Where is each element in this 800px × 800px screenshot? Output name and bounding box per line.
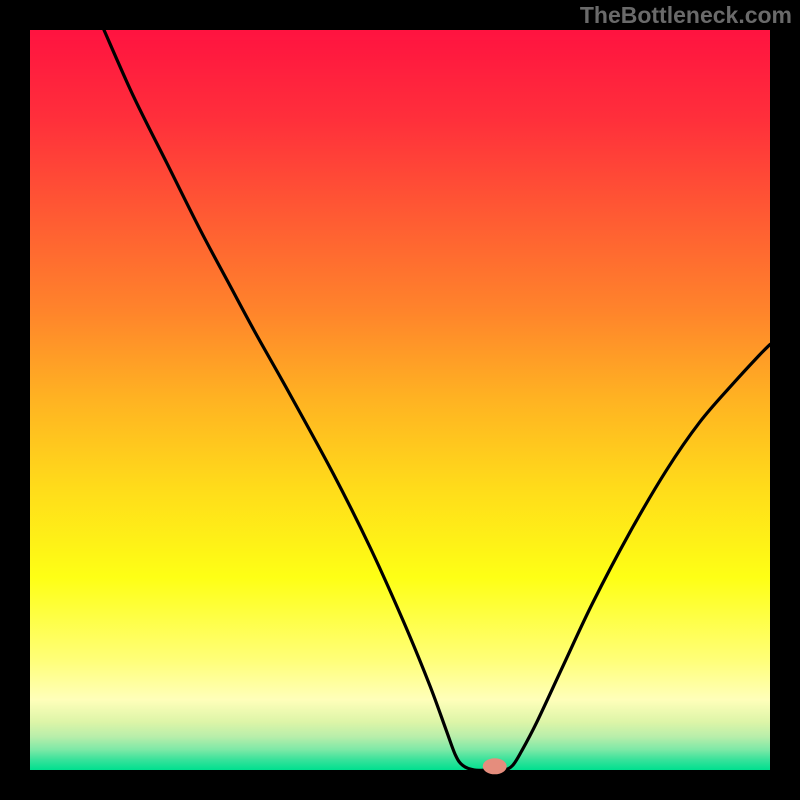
chart-stage: TheBottleneck.com [0, 0, 800, 800]
attribution-text: TheBottleneck.com [580, 2, 792, 29]
bottleneck-marker [483, 758, 507, 774]
chart-background [30, 30, 770, 770]
bottleneck-chart-svg [0, 0, 800, 800]
